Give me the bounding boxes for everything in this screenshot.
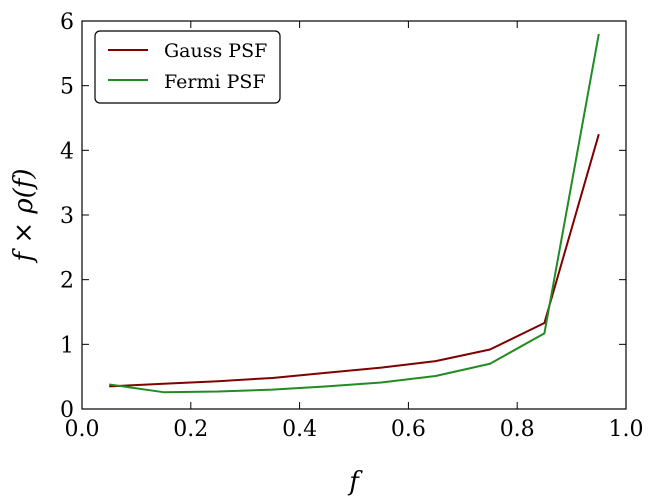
- legend-label-fermi: Fermi PSF: [164, 71, 266, 93]
- x-tick-label: 0.0: [65, 417, 100, 442]
- x-tick-label: 0.6: [391, 417, 426, 442]
- x-tick-label: 0.8: [500, 417, 535, 442]
- y-tick-label: 5: [60, 75, 74, 100]
- x-tick-label: 1.0: [609, 417, 644, 442]
- y-tick-label: 2: [60, 269, 74, 294]
- series-lines: [109, 33, 600, 394]
- y-tick-label: 6: [60, 10, 74, 35]
- x-tick-label: 0.2: [173, 417, 208, 442]
- y-tick-label: 1: [60, 333, 74, 358]
- y-tick-label: 3: [60, 204, 74, 229]
- y-axis-label: f × ρ(f): [9, 168, 39, 263]
- x-tick-label: 0.4: [282, 417, 317, 442]
- x-axis-label: f: [347, 467, 363, 497]
- legend-label-gauss: Gauss PSF: [164, 40, 267, 62]
- axis-ticks: 0.0 0.2 0.4 0.6 0.8 1.0 0 1 2 3 4 5 6: [60, 10, 644, 442]
- legend: Gauss PSF Fermi PSF: [94, 30, 281, 104]
- series-line-0: [109, 133, 600, 388]
- series-line-1: [109, 33, 600, 394]
- y-tick-label: 0: [60, 398, 74, 423]
- y-tick-label: 4: [60, 139, 74, 164]
